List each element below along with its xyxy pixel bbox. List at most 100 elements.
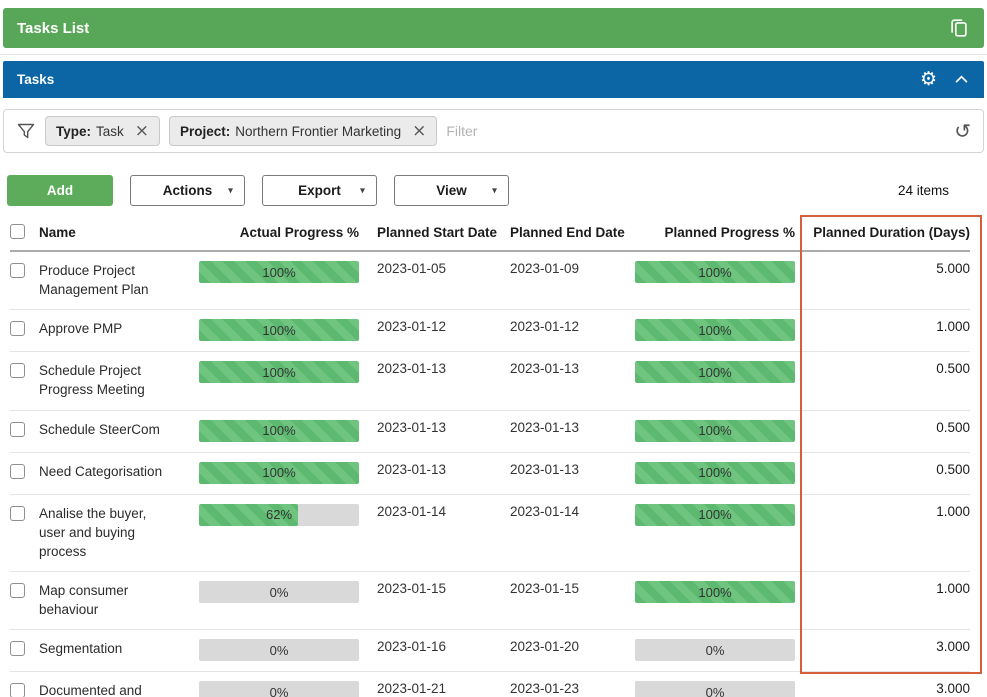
- planned-end-date: 2023-01-23: [510, 681, 580, 697]
- row-checkbox[interactable]: [10, 463, 25, 479]
- task-name: Segmentation: [39, 641, 123, 657]
- planned-progress-label: 100%: [698, 507, 732, 523]
- planned-progress-label: 100%: [698, 423, 732, 439]
- table-row[interactable]: Analise the buyer, user and buying proce…: [10, 495, 970, 573]
- planned-progress-bar: 100%: [635, 419, 795, 442]
- actual-progress-fill: [199, 419, 359, 442]
- task-name: Approve PMP: [39, 321, 123, 337]
- table-row[interactable]: Approve PMP 100% 2023-01-12 2023-01-12 1…: [10, 310, 970, 353]
- actual-progress-label: 100%: [262, 322, 296, 338]
- table-row[interactable]: Documented and verified Consumer Analysi…: [10, 672, 970, 697]
- planned-end-date: 2023-01-13: [510, 461, 580, 477]
- planned-duration: 1.000: [936, 319, 970, 335]
- table-row[interactable]: Schedule Project Progress Meeting 100% 2…: [10, 352, 970, 411]
- planned-progress-bar: 100%: [635, 319, 795, 342]
- task-name: Documented and verified Consumer Analysi…: [39, 683, 142, 697]
- table-header-row: Name Actual Progress % Planned Start Dat…: [10, 222, 970, 252]
- planned-start-date: 2023-01-05: [377, 261, 447, 276]
- select-all-checkbox[interactable]: [10, 224, 25, 239]
- actual-progress-label: 100%: [262, 465, 296, 481]
- row-checkbox[interactable]: [10, 683, 25, 697]
- table-row[interactable]: Schedule SteerCom 100% 2023-01-13 2023-0…: [10, 411, 970, 453]
- planned-duration: 1.000: [936, 503, 970, 519]
- planned-progress-label: 100%: [698, 584, 732, 600]
- planned-start-date: 2023-01-13: [377, 461, 447, 477]
- actual-progress-bar: 0%: [199, 681, 359, 697]
- actual-progress-bar: 100%: [199, 461, 359, 484]
- planned-start-date: 2023-01-16: [377, 639, 447, 655]
- table-row[interactable]: Need Categorisation 100% 2023-01-13 2023…: [10, 453, 970, 495]
- planned-end-date: 2023-01-13: [510, 361, 580, 377]
- filter-chip-project-label: Project:: [180, 123, 231, 139]
- items-count: 24 items: [897, 183, 949, 198]
- copy-icon[interactable]: [948, 17, 970, 39]
- toolbar: Add Actions ▾ Export ▾ View ▾ 24 items: [7, 175, 977, 206]
- actions-button-label: Actions: [162, 183, 213, 198]
- planned-progress-label: 0%: [705, 684, 725, 697]
- table-row[interactable]: Produce Project Management Plan 100% 202…: [10, 252, 970, 311]
- row-checkbox[interactable]: [10, 263, 25, 278]
- filter-chip-project[interactable]: Project: Northern Frontier Marketing ×: [169, 116, 438, 146]
- actual-progress-label: 62%: [265, 507, 293, 523]
- tasks-table: Name Actual Progress % Planned Start Dat…: [3, 215, 984, 697]
- planned-start-date: 2023-01-13: [377, 361, 447, 377]
- row-checkbox[interactable]: [10, 363, 25, 379]
- close-icon[interactable]: ×: [412, 121, 427, 141]
- close-icon[interactable]: ×: [134, 121, 150, 141]
- funnel-icon: [16, 121, 36, 141]
- view-button[interactable]: View ▾: [394, 175, 509, 206]
- row-checkbox[interactable]: [10, 421, 25, 437]
- planned-progress-fill: [635, 361, 795, 384]
- filter-chip-type-label: Type:: [56, 123, 92, 139]
- column-header-name[interactable]: Name: [39, 224, 76, 240]
- planned-progress-fill: [635, 419, 795, 442]
- actual-progress-bar: 62%: [199, 503, 359, 526]
- planned-end-date: 2023-01-14: [510, 503, 580, 519]
- actual-progress-label: 0%: [269, 584, 289, 600]
- table-row[interactable]: Map consumer behaviour 0% 2023-01-15 202…: [10, 572, 970, 631]
- actual-progress-label: 0%: [269, 684, 289, 697]
- filter-chip-type[interactable]: Type: Task ×: [45, 116, 161, 146]
- task-name: Schedule SteerCom: [39, 421, 160, 437]
- actions-button[interactable]: Actions ▾: [130, 175, 245, 206]
- filter-input[interactable]: [446, 123, 946, 139]
- chevron-up-icon[interactable]: [953, 71, 970, 88]
- gear-icon[interactable]: ⚙: [919, 68, 937, 90]
- column-header-planned-end[interactable]: Planned End Date: [510, 224, 625, 240]
- row-checkbox[interactable]: [10, 641, 25, 657]
- row-checkbox[interactable]: [10, 505, 25, 521]
- task-name: Need Categorisation: [39, 463, 163, 479]
- row-checkbox[interactable]: [10, 583, 25, 599]
- column-header-planned-start[interactable]: Planned Start Date: [377, 224, 498, 240]
- planned-end-date: 2023-01-20: [510, 639, 580, 655]
- planned-duration: 0.500: [936, 461, 970, 477]
- planned-end-date: 2023-01-15: [510, 581, 580, 597]
- row-checkbox[interactable]: [10, 321, 25, 337]
- planned-start-date: 2023-01-21: [377, 681, 447, 697]
- column-header-planned-progress[interactable]: Planned Progress %: [664, 224, 795, 240]
- export-button[interactable]: Export ▾: [262, 175, 377, 206]
- column-header-actual-progress[interactable]: Actual Progress %: [239, 224, 359, 240]
- reset-filter-icon[interactable]: ↺: [954, 119, 971, 143]
- actual-progress-bar: 0%: [199, 581, 359, 604]
- filter-chip-type-value: Task: [96, 123, 124, 139]
- column-header-planned-duration[interactable]: Planned Duration (Days): [813, 224, 970, 240]
- chevron-down-icon: ▾: [359, 185, 365, 196]
- planned-duration: 3.000: [936, 639, 970, 655]
- filter-chip-project-value: Northern Frontier Marketing: [235, 123, 402, 139]
- table-row[interactable]: Segmentation 0% 2023-01-16 2023-01-20 0%…: [10, 630, 970, 673]
- planned-progress-label: 100%: [698, 465, 732, 481]
- planned-start-date: 2023-01-13: [377, 419, 447, 435]
- panel-header: Tasks List: [3, 8, 984, 48]
- planned-progress-fill: [635, 261, 795, 283]
- actual-progress-bar: 100%: [199, 319, 359, 342]
- add-button[interactable]: Add: [7, 175, 113, 206]
- planned-progress-fill: [635, 461, 795, 484]
- planned-progress-label: 100%: [698, 264, 732, 280]
- planned-progress-bar: 100%: [635, 503, 795, 526]
- chevron-down-icon: ▾: [491, 185, 497, 196]
- task-name: Analise the buyer, user and buying proce…: [39, 505, 147, 559]
- actual-progress-label: 100%: [262, 364, 296, 380]
- planned-progress-bar: 0%: [635, 639, 795, 662]
